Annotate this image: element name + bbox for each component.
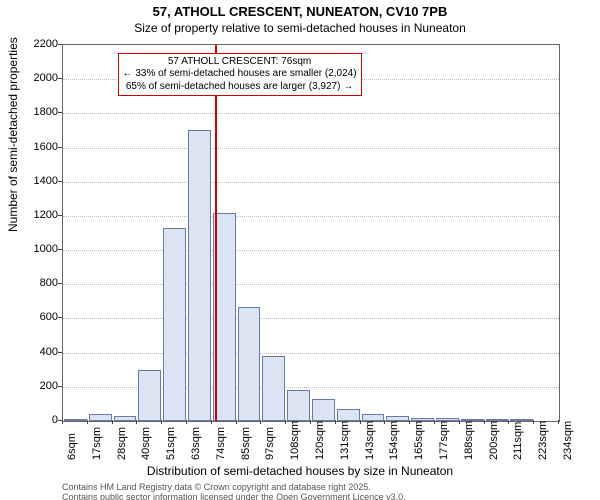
x-tick-mark — [62, 420, 63, 424]
x-tick-mark — [533, 420, 534, 424]
x-tick-label: 200sqm — [488, 421, 500, 460]
x-tick-mark — [508, 420, 509, 424]
y-tick-mark — [58, 249, 62, 250]
y-tick-mark — [58, 386, 62, 387]
title-line2: Size of property relative to semi-detach… — [0, 21, 600, 35]
histogram-bar — [138, 370, 161, 421]
x-tick-mark — [335, 420, 336, 424]
y-tick-mark — [58, 181, 62, 182]
x-tick-label: 143sqm — [364, 421, 376, 460]
y-tick-label: 1400 — [24, 175, 58, 187]
x-tick-mark — [360, 420, 361, 424]
x-tick-label: 188sqm — [463, 421, 475, 460]
x-tick-label: 28sqm — [116, 427, 128, 460]
x-tick-mark — [112, 420, 113, 424]
x-tick-label: 40sqm — [140, 427, 152, 460]
x-tick-mark — [484, 420, 485, 424]
y-tick-mark — [58, 283, 62, 284]
histogram-bar — [114, 416, 137, 421]
histogram-bar — [64, 419, 87, 421]
x-tick-mark — [558, 420, 559, 424]
x-tick-mark — [161, 420, 162, 424]
chart-container: 57, ATHOLL CRESCENT, NUNEATON, CV10 7PB … — [0, 0, 600, 500]
y-tick-label: 200 — [24, 380, 58, 392]
reference-line — [215, 45, 217, 421]
y-tick-label: 2000 — [24, 72, 58, 84]
y-tick-label: 1600 — [24, 141, 58, 153]
x-tick-mark — [285, 420, 286, 424]
y-gridline — [63, 387, 559, 388]
y-tick-mark — [58, 317, 62, 318]
histogram-bar — [287, 390, 310, 421]
histogram-bar — [163, 228, 186, 421]
annotation-line2: ← 33% of semi-detached houses are smalle… — [123, 68, 357, 81]
y-tick-label: 1000 — [24, 243, 58, 255]
y-gridline — [63, 216, 559, 217]
annotation-line3: 65% of semi-detached houses are larger (… — [123, 81, 357, 94]
y-axis-label: Number of semi-detached properties — [6, 37, 20, 232]
y-gridline — [63, 284, 559, 285]
y-tick-label: 800 — [24, 277, 58, 289]
x-tick-mark — [434, 420, 435, 424]
histogram-bar — [262, 356, 285, 421]
x-tick-mark — [136, 420, 137, 424]
histogram-bar — [188, 130, 211, 421]
x-tick-mark — [310, 420, 311, 424]
x-tick-label: 234sqm — [562, 421, 574, 460]
x-tick-label: 6sqm — [66, 433, 78, 460]
x-tick-mark — [260, 420, 261, 424]
y-gridline — [63, 250, 559, 251]
x-tick-mark — [186, 420, 187, 424]
x-tick-label: 120sqm — [314, 421, 326, 460]
histogram-bar — [312, 399, 335, 421]
x-tick-label: 223sqm — [537, 421, 549, 460]
y-tick-mark — [58, 44, 62, 45]
x-axis-label: Distribution of semi-detached houses by … — [0, 464, 600, 478]
y-tick-label: 1200 — [24, 209, 58, 221]
x-tick-label: 165sqm — [413, 421, 425, 460]
y-tick-label: 1800 — [24, 106, 58, 118]
x-tick-mark — [384, 420, 385, 424]
x-tick-label: 108sqm — [289, 421, 301, 460]
x-tick-mark — [211, 420, 212, 424]
x-tick-label: 154sqm — [388, 421, 400, 460]
histogram-bar — [89, 414, 112, 421]
title-line1: 57, ATHOLL CRESCENT, NUNEATON, CV10 7PB — [0, 4, 600, 19]
y-tick-label: 0 — [24, 414, 58, 426]
y-gridline — [63, 113, 559, 114]
x-tick-mark — [459, 420, 460, 424]
y-tick-mark — [58, 78, 62, 79]
x-tick-label: 177sqm — [438, 421, 450, 460]
y-gridline — [63, 148, 559, 149]
y-tick-label: 2200 — [24, 38, 58, 50]
annotation-box: 57 ATHOLL CRESCENT: 76sqm ← 33% of semi-… — [118, 53, 362, 97]
x-tick-label: 211sqm — [512, 422, 524, 460]
x-tick-label: 51sqm — [165, 427, 177, 460]
y-tick-label: 600 — [24, 311, 58, 323]
y-tick-mark — [58, 147, 62, 148]
x-tick-label: 17sqm — [91, 427, 103, 460]
y-tick-mark — [58, 215, 62, 216]
y-tick-mark — [58, 112, 62, 113]
x-tick-mark — [236, 420, 237, 424]
x-tick-label: 74sqm — [215, 427, 227, 460]
credit-line1: Contains HM Land Registry data © Crown c… — [62, 482, 371, 492]
x-tick-label: 85sqm — [240, 427, 252, 460]
y-gridline — [63, 182, 559, 183]
histogram-bar — [337, 409, 360, 421]
y-tick-mark — [58, 352, 62, 353]
title-block: 57, ATHOLL CRESCENT, NUNEATON, CV10 7PB … — [0, 4, 600, 35]
plot-area: 57 ATHOLL CRESCENT: 76sqm ← 33% of semi-… — [62, 44, 560, 422]
x-tick-mark — [87, 420, 88, 424]
histogram-bar — [238, 307, 261, 422]
x-tick-label: 97sqm — [264, 427, 276, 460]
y-tick-label: 400 — [24, 346, 58, 358]
annotation-line1: 57 ATHOLL CRESCENT: 76sqm — [123, 56, 357, 69]
x-tick-label: 63sqm — [190, 427, 202, 460]
x-tick-label: 131sqm — [339, 421, 351, 460]
x-tick-mark — [409, 420, 410, 424]
y-gridline — [63, 353, 559, 354]
y-gridline — [63, 318, 559, 319]
credit-line2: Contains public sector information licen… — [62, 492, 406, 500]
